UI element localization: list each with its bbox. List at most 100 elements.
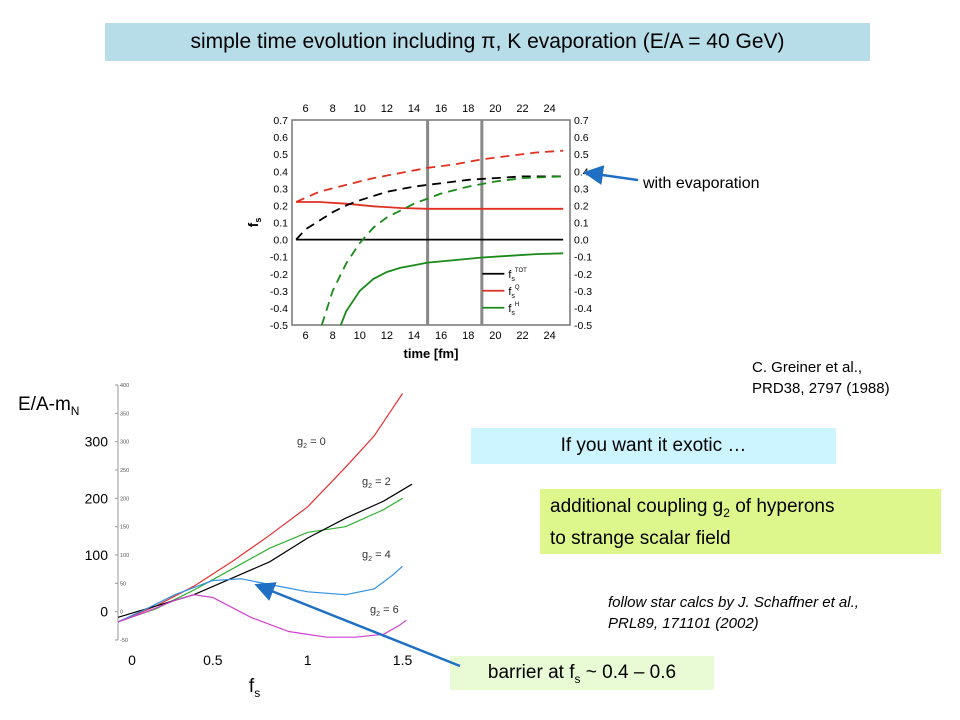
y-tick-label-left: -0.3 [270,286,288,298]
y-tick-label-right: -0.2 [574,269,592,281]
curve-label: g2 = 4 [362,549,391,563]
y-tick-label-right: 0.6 [574,132,589,144]
x-tick-label-top: 14 [408,103,420,115]
y-tick-label-left: 0.7 [273,115,288,127]
series-line [339,252,564,326]
slide-title: simple time evolution including π, K eva… [105,23,870,61]
y-tick-label-left: -0.2 [270,269,288,281]
series-line [117,393,403,623]
x-tick-label-bottom: 22 [516,330,528,342]
x-tick-label: 0.5 [203,652,223,668]
small-y-tick-label: 100 [120,553,129,559]
y-tick-label-left: -0.1 [270,252,288,264]
y-tick-label-right: 0.1 [574,218,589,230]
y-tick-label-left: 0.0 [273,235,288,247]
y-tick-label-right: -0.4 [574,303,592,315]
y-axis-title: E/A-mN [18,394,79,418]
reference-note: follow star calcs by J. Schaffner et al.… [608,592,859,634]
y-tick-label-left: 0.2 [273,200,288,212]
x-tick-label-top: 10 [354,103,366,115]
small-y-tick-label: 400 [120,383,129,389]
y-axis-title: fs [245,218,263,228]
citation: C. Greiner et al., PRD38, 2797 (1988) [752,357,890,399]
x-tick-label-top: 20 [489,103,501,115]
coupling-note: additional coupling g2 of hyperons to st… [540,489,941,554]
curve-label: g2 = 0 [297,436,326,450]
coupling-line1: additional coupling g2 of hyperons [550,496,835,520]
small-y-tick-label: 300 [120,440,129,446]
y-tick-label-right: -0.5 [574,320,592,332]
x-tick-label-top: 16 [435,103,447,115]
citation-line2: PRD38, 2797 (1988) [752,380,890,397]
x-tick-label-top: 24 [544,103,556,115]
reference-line2: PRL89, 171101 (2002) [608,615,759,632]
small-y-tick-label: 350 [120,411,129,417]
y-tick-label: 0 [100,604,108,620]
series-line [295,149,564,203]
barrier-note: barrier at fs ~ 0.4 – 0.6 [450,656,714,690]
legend-entry: fsQ [508,285,520,300]
x-tick-label-bottom: 24 [544,330,556,342]
y-tick-label-right: -0.3 [574,286,592,298]
x-tick-label-bottom: 16 [435,330,447,342]
y-tick-label: 300 [85,434,109,450]
y-tick-label-right: 0.0 [574,235,589,247]
y-tick-label-left: 0.5 [273,149,288,161]
small-y-tick-label: 250 [120,468,129,474]
y-tick-label-left: 0.3 [273,183,288,195]
evaporation-arrow [583,165,639,185]
y-tick-label-right: 0.5 [574,149,589,161]
series-line [320,175,564,326]
y-tick-label-right: -0.1 [574,252,592,264]
x-axis-title: time [fm] [404,346,459,361]
x-tick-label-top: 18 [462,103,474,115]
x-tick-label: 0 [128,652,136,668]
y-tick-label-right: 0.3 [574,183,589,195]
small-y-tick-label: 50 [120,581,126,587]
x-tick-label-bottom: 18 [462,330,474,342]
curve-label: g2 = 2 [362,476,391,490]
x-tick-label-bottom: 20 [489,330,501,342]
series-line [295,175,564,241]
plot-frame [291,119,571,326]
y-tick-label-left: -0.5 [270,320,288,332]
small-y-tick-label: 200 [120,496,129,502]
arrow-icon [583,165,639,185]
y-tick-label-right: 0.2 [574,200,589,212]
y-tick-label-left: 0.4 [273,166,288,178]
x-tick-label-bottom: 8 [330,330,336,342]
barrier-arrow [254,582,461,668]
y-tick-label: 200 [85,490,109,506]
small-y-tick-label: 150 [120,525,129,531]
y-tick-label: 100 [85,547,109,563]
y-tick-label-left: -0.4 [270,303,288,315]
small-y-tick-label: 0 [120,610,123,616]
y-tick-label-left: 0.6 [273,132,288,144]
x-tick-label-top: 8 [330,103,336,115]
time-evolution-chart: 6 6 8 8 10 10 12 12 14 14 16 16 18 18 20 20 22 22 24 24 0.7 0… [245,103,592,361]
with-evaporation-label: with evaporation [643,175,760,192]
x-tick-label-bottom: 14 [408,330,420,342]
y-tick-label-left: 0.1 [273,218,288,230]
legend-entry: fsH [508,302,519,317]
x-tick-label: 1.5 [393,652,413,668]
x-tick-label-bottom: 12 [381,330,393,342]
x-tick-label: 1 [304,652,312,668]
y-tick-label-right: 0.7 [574,115,589,127]
energy-chart: -50 0 50 100 150 200 250 300 350 400 0 100 200 300 0 0.… [18,383,413,700]
coupling-line2: to strange scalar field [550,527,731,549]
arrow-icon [254,582,461,668]
series-line [296,201,564,210]
small-y-tick-label: -50 [120,638,128,644]
x-tick-label-bottom: 10 [354,330,366,342]
reference-line1: follow star calcs by J. Schaffner et al.… [608,594,859,611]
x-tick-label-bottom: 6 [302,330,308,342]
exotic-label: If you want it exotic … [471,428,836,464]
x-tick-label-top: 12 [381,103,393,115]
slide-title-text: simple time evolution including π, K eva… [190,30,785,53]
x-axis-title: fs [249,676,260,700]
x-tick-label-top: 6 [302,103,308,115]
x-tick-label-top: 22 [516,103,528,115]
series-line [117,594,407,638]
citation-line1: C. Greiner et al., [752,359,863,376]
